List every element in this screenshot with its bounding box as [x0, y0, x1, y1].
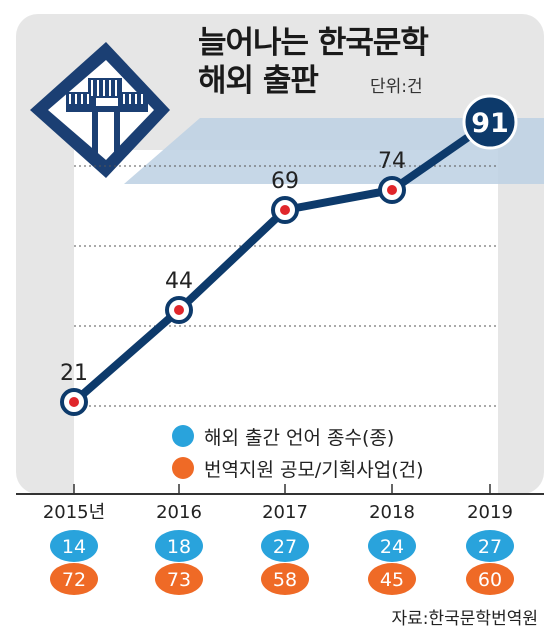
- point-marker-dot: [387, 185, 397, 195]
- x-tick-label: 2016: [156, 502, 202, 523]
- point-marker-dot: [280, 205, 290, 215]
- x-tick-label: 2019: [467, 502, 513, 523]
- table-bubble: [261, 530, 309, 562]
- x-tick-label: 2018: [369, 502, 415, 523]
- table-value: 72: [62, 569, 86, 591]
- grid-lines: [74, 165, 498, 407]
- data-label: 21: [60, 361, 88, 386]
- table-bubble: [155, 530, 203, 562]
- source-note: 자료:한국문학번역원: [391, 609, 539, 629]
- unit-label: 단위:건: [370, 77, 423, 97]
- legend-item-languages: 해외 출간 언어 종수(종): [172, 420, 424, 452]
- table-value: 45: [380, 569, 404, 591]
- chart-title-line1: 늘어나는 한국문학: [198, 25, 429, 61]
- legend: 해외 출간 언어 종수(종) 번역지원 공모/기획사업(건): [172, 420, 424, 484]
- table-value: 60: [478, 569, 502, 591]
- data-labels: 21 44 69 74 91: [60, 108, 509, 386]
- table-bubble: [261, 563, 309, 595]
- chart-title: 늘어나는 한국문학 해외 출판: [198, 24, 429, 100]
- data-label: 44: [165, 269, 193, 294]
- table-value: 14: [62, 536, 86, 558]
- table-bubble: [155, 563, 203, 595]
- highlight-point-marker: [462, 94, 518, 150]
- table-bubble: [50, 530, 98, 562]
- chart-title-line2: 해외 출판: [198, 63, 319, 99]
- table-value: 27: [273, 536, 297, 558]
- legend-swatch-languages: [172, 425, 194, 447]
- x-tick-label: 2015년: [43, 502, 105, 523]
- table-value: 18: [167, 536, 191, 558]
- table-bubble: [368, 563, 416, 595]
- table-bubble: [466, 563, 514, 595]
- x-tick-label: 2017: [262, 502, 308, 523]
- bottom-value-table: 14 18 27 24 27 72 73 58 45 60: [50, 530, 514, 595]
- legend-label-languages: 해외 출간 언어 종수(종): [204, 426, 395, 449]
- data-label: 91: [471, 108, 509, 139]
- table-bubble: [50, 563, 98, 595]
- point-marker-dot: [174, 305, 184, 315]
- highlight-band: [124, 118, 544, 184]
- legend-label-applications: 번역지원 공모/기획사업(건): [204, 458, 424, 481]
- table-bubble: [368, 530, 416, 562]
- table-bubble: [466, 530, 514, 562]
- legend-swatch-applications: [172, 457, 194, 479]
- series-markers: [60, 94, 518, 416]
- data-label: 74: [378, 149, 406, 174]
- table-value: 73: [167, 569, 191, 591]
- data-label: 69: [271, 169, 299, 194]
- point-marker-dot: [69, 397, 79, 407]
- table-value: 27: [478, 536, 502, 558]
- table-value: 58: [273, 569, 297, 591]
- table-value: 24: [380, 536, 404, 558]
- x-axis: 2015년 2016 2017 2018 2019: [16, 484, 544, 523]
- translation-institute-logo: [30, 42, 170, 178]
- legend-item-applications: 번역지원 공모/기획사업(건): [172, 452, 424, 484]
